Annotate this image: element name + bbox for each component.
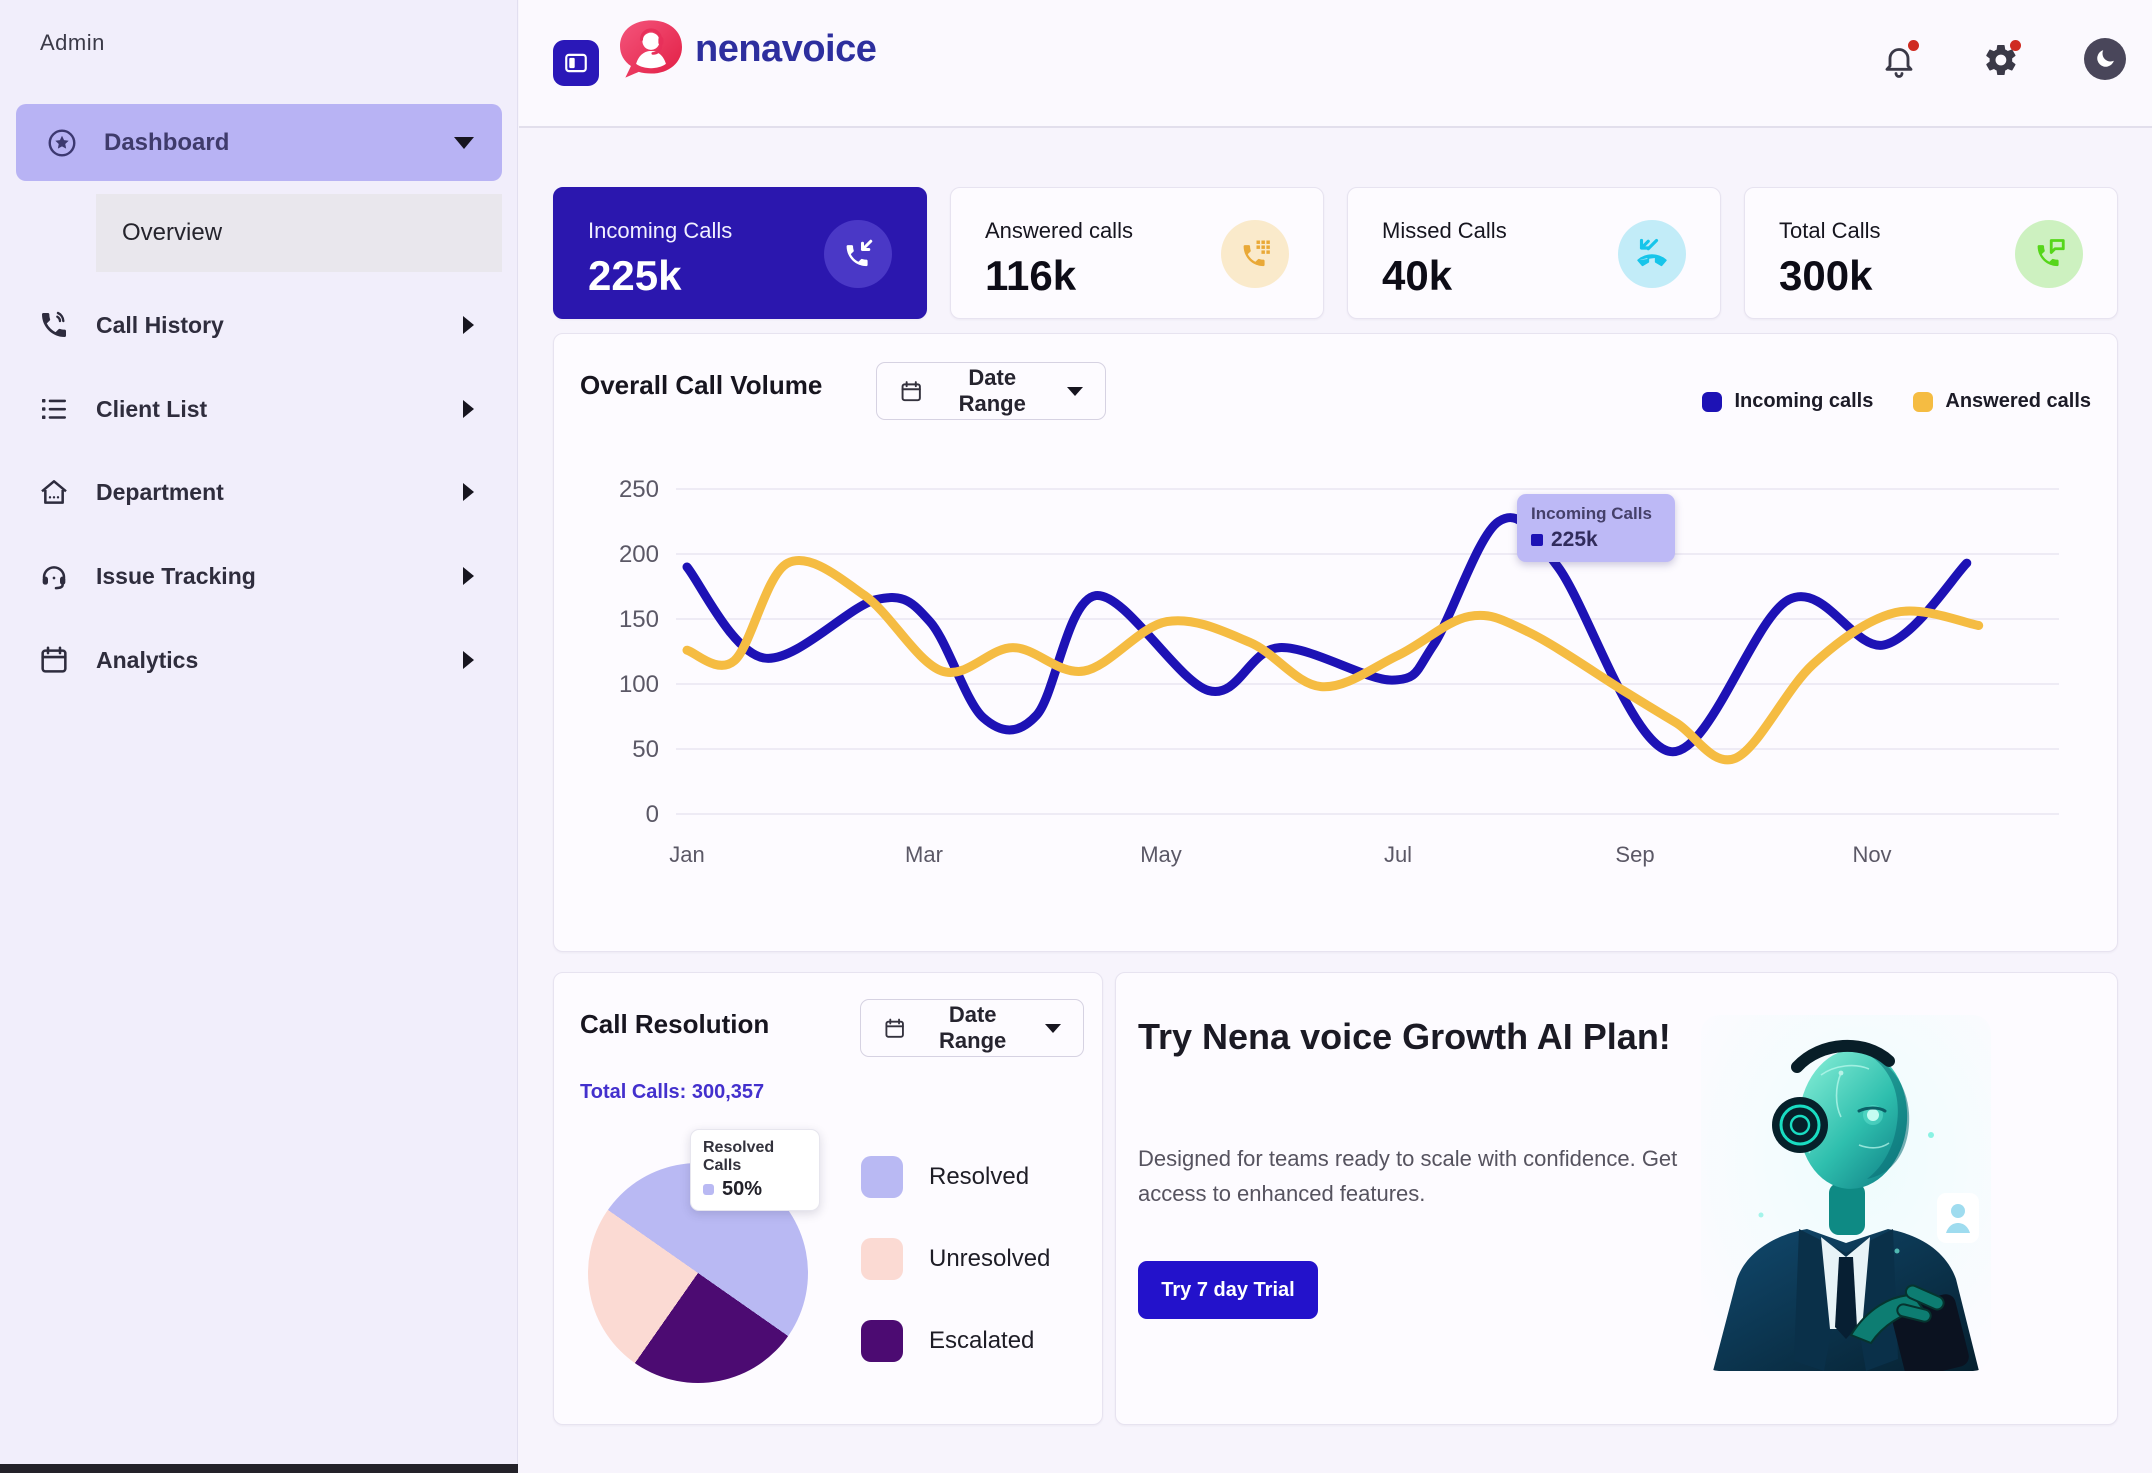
unresolved-swatch — [861, 1238, 903, 1280]
legend-item-escalated[interactable]: Escalated — [861, 1319, 1050, 1363]
chevron-down-icon — [454, 136, 474, 149]
brand-wordmark: nenavoice — [695, 27, 877, 70]
calendar-icon — [885, 1018, 904, 1038]
incoming-call-icon — [824, 220, 892, 288]
resolution-panel-title: Call Resolution — [580, 1009, 770, 1039]
chevron-down-icon — [1067, 386, 1083, 396]
notification-badge — [1908, 40, 1919, 51]
sidebar-item-call-history[interactable]: Call History — [16, 294, 502, 356]
legend-item-answered[interactable]: Answered calls — [1913, 390, 2091, 413]
nenavoice-logo-icon — [620, 20, 682, 78]
sidebar-item-analytics[interactable]: Analytics — [16, 629, 502, 691]
top-header: nenavoice — [519, 0, 2152, 128]
svg-text:100: 100 — [619, 671, 659, 698]
call-resolution-panel: Call Resolution Date Range Total Calls: … — [553, 972, 1103, 1425]
svg-text:Nov: Nov — [1852, 842, 1891, 867]
missed-call-icon — [1618, 220, 1686, 288]
stat-card-missed-calls[interactable]: Missed Calls 40k — [1347, 187, 1721, 319]
home-icon — [41, 480, 67, 504]
stat-card-incoming-calls[interactable]: Incoming Calls 225k — [553, 187, 927, 319]
total-call-icon — [2015, 220, 2083, 288]
promo-description: Designed for teams ready to scale with c… — [1138, 1146, 1678, 1206]
escalated-swatch — [861, 1320, 903, 1362]
svg-text:0: 0 — [646, 801, 659, 828]
chevron-right-icon — [463, 483, 474, 501]
svg-text:May: May — [1140, 842, 1182, 867]
settings-gear-icon[interactable] — [1983, 40, 2021, 78]
stat-card-answered-calls[interactable]: Answered calls 116k — [950, 187, 1324, 319]
volume-panel-title: Overall Call Volume — [580, 370, 823, 400]
panel-toggle-icon — [565, 53, 587, 73]
tooltip-swatch — [1531, 534, 1543, 546]
sidebar-item-overview[interactable]: Overview — [96, 194, 502, 272]
chevron-right-icon — [463, 567, 474, 585]
svg-text:150: 150 — [619, 606, 659, 633]
pie-legend: Resolved Unresolved Escalated — [861, 1155, 1050, 1401]
overall-call-volume-panel: Overall Call Volume Date Range Incoming … — [553, 333, 2118, 952]
notifications-bell-icon[interactable] — [1881, 40, 1919, 78]
phone-icon — [42, 311, 66, 337]
chevron-right-icon — [463, 651, 474, 669]
brand-logo[interactable]: nenavoice — [615, 18, 877, 80]
resolution-date-range-button[interactable]: Date Range — [860, 999, 1084, 1057]
chevron-right-icon — [463, 400, 474, 418]
dashboard-star-icon — [48, 129, 76, 156]
svg-text:50: 50 — [632, 736, 659, 763]
sidebar-item-dashboard[interactable]: Dashboard — [16, 104, 502, 181]
dark-mode-toggle-button[interactable] — [2084, 38, 2126, 80]
headset-icon — [42, 566, 66, 590]
chevron-right-icon — [463, 316, 474, 334]
sidebar-item-label: Dashboard — [104, 128, 230, 156]
stat-card-total-calls[interactable]: Total Calls 300k — [1744, 187, 2118, 319]
sidebar-section-label: Admin — [40, 30, 105, 55]
tooltip-swatch — [703, 1184, 714, 1195]
answered-legend-swatch — [1913, 391, 1934, 412]
volume-date-range-button[interactable]: Date Range — [876, 362, 1106, 420]
volume-legend: Incoming calls Answered calls — [1702, 390, 2091, 413]
horizontal-scrollbar[interactable] — [0, 1464, 518, 1473]
incoming-legend-swatch — [1702, 391, 1723, 412]
sidebar-item-issue-tracking[interactable]: Issue Tracking — [16, 545, 502, 607]
list-icon — [42, 399, 66, 419]
svg-text:Jul: Jul — [1384, 842, 1412, 867]
calendar-icon — [901, 380, 921, 401]
promo-title: Try Nena voice Growth AI Plan! — [1138, 1016, 1671, 1057]
svg-text:Mar: Mar — [905, 842, 943, 867]
legend-item-incoming[interactable]: Incoming calls — [1702, 390, 1873, 413]
chevron-down-icon — [1045, 1023, 1061, 1033]
svg-text:200: 200 — [619, 541, 659, 568]
chart-tooltip: Incoming Calls 225k — [1517, 494, 1675, 562]
growth-ai-promo-panel: Try Nena voice Growth AI Plan! Designed … — [1115, 972, 2118, 1425]
pie-tooltip: Resolved Calls 50% — [690, 1129, 820, 1211]
resolved-swatch — [861, 1156, 903, 1198]
moon-icon — [2097, 50, 2114, 67]
sidebar: Admin Dashboard Overview Call History — [0, 0, 518, 1473]
sidebar-item-department[interactable]: Department — [16, 461, 502, 523]
try-trial-button[interactable]: Try 7 day Trial — [1138, 1261, 1318, 1319]
legend-item-resolved[interactable]: Resolved — [861, 1155, 1050, 1199]
svg-text:Sep: Sep — [1615, 842, 1654, 867]
ai-robot-image — [1701, 1015, 1991, 1371]
call-volume-line-chart[interactable]: 0 50 100 150 200 250 Jan Mar May Jul Sep Nov — [599, 422, 2101, 897]
legend-item-unresolved[interactable]: Unresolved — [861, 1237, 1050, 1281]
svg-text:Jan: Jan — [669, 842, 704, 867]
svg-text:250: 250 — [619, 476, 659, 503]
answered-call-icon — [1221, 220, 1289, 288]
settings-badge — [2010, 40, 2021, 51]
sidebar-item-client-list[interactable]: Client List — [16, 378, 502, 440]
sidebar-toggle-button[interactable] — [553, 40, 599, 86]
total-calls-text: Total Calls: 300,357 — [580, 1081, 765, 1103]
calendar-icon — [41, 646, 67, 673]
